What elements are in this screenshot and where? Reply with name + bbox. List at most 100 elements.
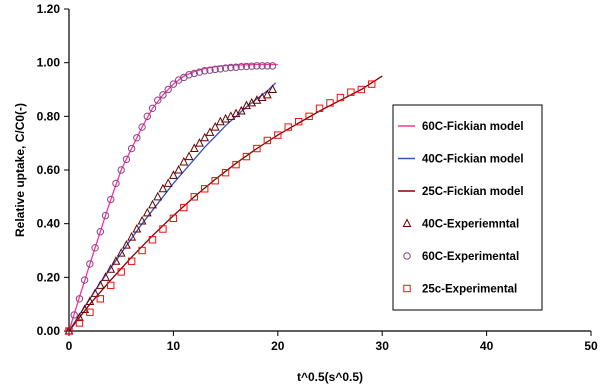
data-point — [164, 85, 172, 94]
data-point — [96, 295, 105, 303]
data-point — [75, 319, 84, 327]
data-point — [86, 308, 94, 316]
series-60c-experimental — [65, 62, 277, 335]
data-point — [169, 214, 178, 223]
data-point — [101, 211, 110, 220]
x-tick-label: 50 — [584, 339, 598, 353]
data-point — [368, 80, 376, 88]
data-point — [232, 63, 240, 71]
data-point — [127, 231, 137, 241]
data-point — [190, 69, 198, 78]
data-point — [95, 280, 105, 289]
data-point — [221, 64, 230, 72]
data-point — [65, 327, 73, 335]
data-point — [184, 151, 194, 161]
data-point — [185, 71, 193, 79]
data-point — [75, 295, 84, 303]
data-point — [168, 170, 178, 179]
data-point — [101, 272, 110, 281]
data-point — [159, 91, 167, 99]
x-tick-label: 10 — [167, 339, 181, 353]
data-point — [206, 66, 214, 74]
legend-label: 40C-Experiemntal — [422, 219, 519, 231]
data-point — [180, 203, 188, 212]
data-point — [158, 183, 168, 193]
legend-swatch — [403, 284, 411, 293]
y-tick-label: 0.40 — [37, 217, 61, 231]
series-25c-experimental — [65, 80, 376, 335]
data-point — [148, 236, 157, 244]
legend-label: 25C-Fickian model — [422, 186, 524, 198]
legend-swatch — [402, 218, 412, 227]
data-point — [127, 144, 136, 153]
data-point — [189, 143, 199, 153]
legend-item: 60C-Experimental — [403, 251, 519, 263]
data-point — [268, 84, 277, 93]
data-point — [132, 223, 142, 233]
data-point — [90, 288, 100, 297]
data-point — [232, 160, 240, 169]
data-point — [347, 88, 355, 96]
data-point — [148, 104, 157, 112]
data-point — [258, 62, 266, 70]
data-point — [268, 62, 277, 70]
x-tick-label: 20 — [271, 339, 285, 353]
data-point — [153, 191, 163, 201]
data-point — [143, 112, 152, 121]
data-point — [174, 164, 184, 174]
data-point — [169, 80, 178, 88]
data-point — [117, 268, 125, 276]
data-point — [80, 276, 89, 284]
data-point — [357, 85, 366, 94]
y-tick-label: 0.80 — [37, 109, 61, 123]
data-point — [179, 156, 189, 166]
data-point — [237, 62, 245, 71]
data-point — [137, 215, 147, 225]
data-point — [211, 177, 219, 185]
y-tick-label: 0.60 — [37, 163, 61, 177]
data-point — [133, 134, 141, 142]
data-point — [127, 257, 136, 265]
data-point — [221, 168, 230, 177]
data-point — [201, 67, 209, 75]
data-point — [205, 127, 215, 136]
series-layer — [64, 62, 383, 335]
legend-item: 40C-Fickian model — [398, 154, 524, 166]
data-point — [242, 152, 251, 161]
data-point — [91, 244, 99, 252]
series-40c-experiemntal — [64, 84, 277, 335]
data-point — [190, 193, 198, 201]
data-point — [210, 121, 220, 131]
data-point — [248, 62, 256, 70]
data-point — [138, 123, 146, 131]
data-point — [116, 248, 126, 257]
data-point — [107, 195, 115, 204]
data-point — [315, 104, 324, 112]
data-point — [122, 155, 131, 163]
series-line — [68, 63, 278, 332]
legend-item: 40C-Experiemntal — [402, 218, 519, 231]
data-point — [195, 138, 204, 147]
data-point — [263, 136, 272, 145]
data-point — [85, 296, 95, 305]
legend-item: 25C-Fickian model — [398, 186, 524, 198]
y-tick-label: 1.00 — [37, 56, 61, 70]
x-tick-label: 40 — [480, 339, 494, 353]
data-point — [305, 112, 313, 121]
y-tick-label: 0.00 — [37, 324, 61, 338]
y-tick-label: 0.20 — [37, 270, 61, 284]
data-point — [253, 62, 261, 70]
data-point — [262, 89, 272, 99]
legend-label: 60C-Experimental — [422, 251, 519, 263]
data-point — [227, 63, 235, 72]
data-point — [195, 68, 204, 76]
legend-box — [392, 104, 543, 311]
data-point — [117, 166, 125, 174]
data-point — [148, 199, 157, 209]
data-point — [236, 105, 246, 115]
data-point — [159, 225, 167, 233]
x-tick-label: 0 — [66, 339, 73, 353]
data-point — [216, 65, 225, 73]
data-point — [211, 65, 219, 74]
